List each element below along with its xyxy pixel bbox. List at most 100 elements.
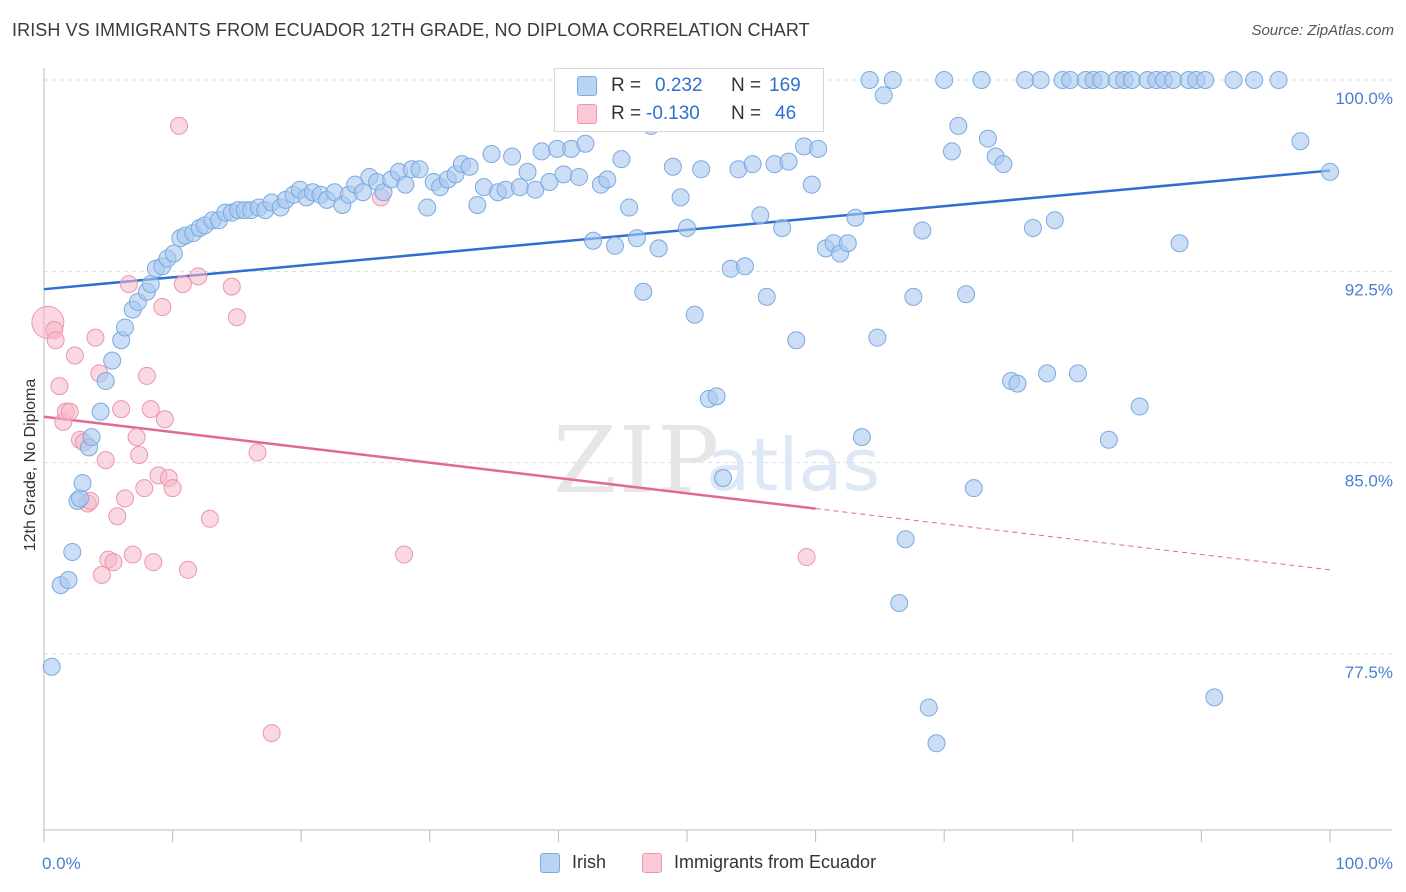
watermark-zip: ZIP <box>553 407 721 514</box>
irish-n-value: 169 <box>769 75 801 96</box>
irish-point <box>1245 71 1264 89</box>
irish-point <box>576 134 595 153</box>
ecuador-point <box>46 331 65 350</box>
ecuador-point <box>200 509 219 528</box>
ecuador-point <box>96 451 115 470</box>
irish-point <box>1045 211 1064 230</box>
irish-point <box>838 234 857 253</box>
ecuador-point <box>144 553 163 572</box>
irish-point <box>1008 374 1027 393</box>
irish-point <box>598 170 617 189</box>
irish-point <box>82 428 101 447</box>
watermark: ZIP atlas <box>553 407 880 514</box>
irish-point <box>1099 430 1118 449</box>
irish-point <box>59 571 78 590</box>
ecuador-point <box>119 275 138 294</box>
irish-point <box>63 542 82 561</box>
irish-point <box>671 188 690 207</box>
irish-point <box>612 150 631 169</box>
irish-point <box>1038 364 1057 383</box>
irish-point <box>460 157 479 176</box>
irish-point <box>678 218 696 237</box>
watermark-atlas: atlas <box>706 423 880 507</box>
irish-point <box>1224 71 1243 89</box>
irish-point <box>809 139 828 158</box>
ecuador-point <box>92 565 111 584</box>
irish-swatch <box>577 76 597 96</box>
y-tick-label: 92.5% <box>1345 280 1393 299</box>
ecuador-r-label: R = <box>611 103 642 124</box>
irish-point <box>663 157 682 176</box>
ecuador-point <box>65 346 84 365</box>
irish-point <box>91 402 110 421</box>
irish-points <box>42 71 1339 753</box>
irish-point <box>1092 71 1111 89</box>
ecuador-point <box>141 400 160 419</box>
irish-point <box>518 162 537 181</box>
legend-item-ecuador[interactable]: Immigrants from Ecuador <box>642 852 876 873</box>
irish-point <box>554 165 573 184</box>
ecuador-point <box>108 507 127 526</box>
irish-point <box>1269 71 1288 89</box>
ecuador-n-value: 46 <box>775 103 797 124</box>
ecuador-swatch <box>577 104 597 124</box>
ecuador-legend-swatch <box>642 852 662 873</box>
x-tick-label: 100.0% <box>1335 854 1393 873</box>
irish-point <box>1016 71 1035 89</box>
y-tick-label: 77.5% <box>1345 663 1393 682</box>
irish-point <box>994 155 1013 174</box>
irish-point <box>964 479 983 498</box>
irish-point <box>846 208 865 227</box>
irish-point <box>164 244 183 263</box>
irish-point <box>779 152 798 171</box>
irish-point <box>1291 132 1310 151</box>
ecuador-point <box>86 328 105 347</box>
legend-row-ecuador: R = -0.130 N = 46 <box>555 100 823 128</box>
irish-point <box>904 287 923 306</box>
irish-point <box>73 474 92 493</box>
irish-point <box>510 178 529 197</box>
irish-point <box>978 129 997 148</box>
ecuador-point <box>50 377 69 396</box>
irish-point <box>1164 71 1183 89</box>
irish-point <box>949 116 968 135</box>
ecuador-point <box>173 275 192 294</box>
ecuador-trend-line <box>43 415 816 510</box>
ecuador-point <box>227 308 246 327</box>
irish-point <box>707 387 726 406</box>
irish-point <box>1170 234 1189 253</box>
ecuador-point <box>116 489 135 508</box>
legend-item-irish[interactable]: Irish <box>540 852 606 873</box>
irish-point <box>649 239 668 258</box>
series-legend: Irish Immigrants from Ecuador <box>0 852 1406 878</box>
stats-legend: R = 0.232 N = 169 R = -0.130 N = 46 <box>554 68 824 132</box>
y-axis-label: 12th Grade, No Diploma <box>22 379 39 552</box>
irish-point <box>1205 688 1224 707</box>
irish-legend-swatch <box>540 852 560 873</box>
legend-row-irish: R = 0.232 N = 169 <box>555 72 823 100</box>
irish-point <box>1196 71 1215 89</box>
ecuador-point <box>60 402 79 421</box>
irish-point <box>919 698 938 717</box>
ecuador-trend-line-extension <box>815 508 1331 571</box>
irish-point <box>96 372 115 391</box>
ecuador-point <box>395 545 414 564</box>
source-credit: Source: ZipAtlas.com <box>1251 22 1394 39</box>
irish-point <box>787 331 806 350</box>
irish-point <box>540 173 559 192</box>
irish-point <box>1031 71 1050 89</box>
irish-point <box>42 657 61 676</box>
irish-point <box>141 275 160 294</box>
ecuador-point <box>797 548 816 567</box>
irish-legend-label: Irish <box>572 852 607 872</box>
ecuador-point <box>153 298 172 317</box>
irish-point <box>972 71 991 89</box>
irish-point <box>1122 71 1141 89</box>
ecuador-point <box>127 428 146 447</box>
irish-point <box>532 142 551 161</box>
irish-point <box>852 428 871 447</box>
irish-point <box>942 142 961 161</box>
irish-point <box>735 257 754 276</box>
irish-point <box>890 593 909 612</box>
irish-point <box>913 221 932 240</box>
